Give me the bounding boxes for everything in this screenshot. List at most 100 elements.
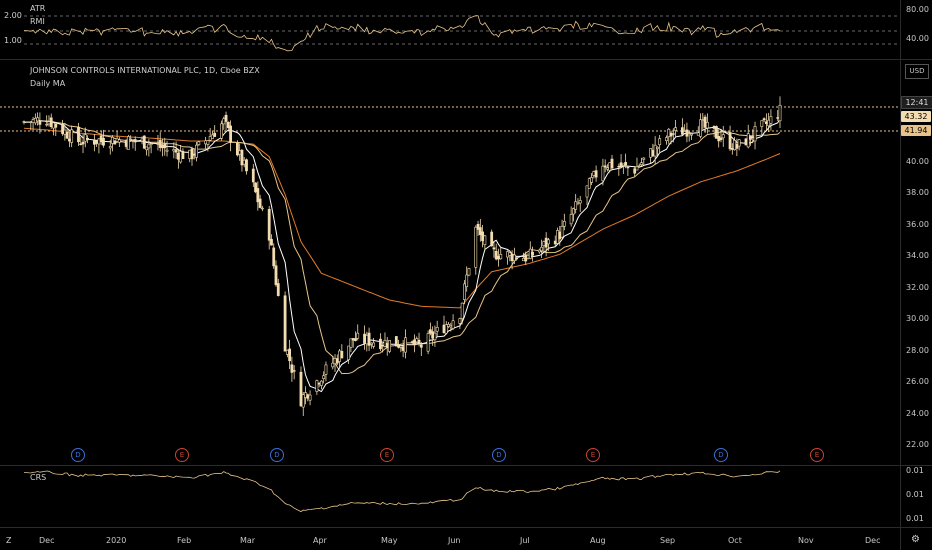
price-tick: 30.00 xyxy=(906,314,929,323)
candle-body xyxy=(744,138,748,146)
candle-body xyxy=(769,116,773,124)
candle-body xyxy=(92,140,96,145)
symbol-title[interactable]: JOHNSON CONTROLS INTERNATIONAL PLC, 1D, … xyxy=(30,66,260,75)
candle-body xyxy=(762,118,766,121)
candle-body xyxy=(260,207,264,210)
candle-body xyxy=(490,231,494,247)
earnings-event-icon[interactable]: E xyxy=(810,448,824,462)
candle-body xyxy=(340,351,344,359)
time-tick: Nov xyxy=(798,536,814,545)
candle-body xyxy=(267,208,271,241)
candle-body xyxy=(449,325,453,328)
dividend-event-icon[interactable]: D xyxy=(270,448,284,462)
crs-label: CRS xyxy=(30,473,47,482)
candle-body xyxy=(760,120,764,127)
candle-body xyxy=(481,231,484,242)
gear-icon[interactable]: ⚙ xyxy=(911,534,920,545)
dividend-event-icon[interactable]: D xyxy=(71,448,85,462)
candle-body xyxy=(410,341,414,343)
candle-body xyxy=(133,139,137,143)
earnings-event-icon[interactable]: E xyxy=(380,448,394,462)
time-tick: Mar xyxy=(240,536,256,545)
rmi-tick-high: 80.00 xyxy=(906,5,929,14)
candle-body xyxy=(737,139,741,147)
auto-scale-button[interactable]: Z xyxy=(6,536,12,545)
candle-body xyxy=(288,348,292,362)
candle-body xyxy=(649,148,652,158)
candle-body xyxy=(165,149,169,152)
dividend-event-icon[interactable]: D xyxy=(492,448,506,462)
candle-body xyxy=(603,165,607,168)
candle-body xyxy=(299,371,303,407)
candle-body xyxy=(113,140,117,145)
candle-body xyxy=(683,130,687,132)
candle-body xyxy=(621,163,625,166)
candle-body xyxy=(188,149,192,159)
candle-body xyxy=(685,129,689,137)
candle-body xyxy=(594,170,598,178)
candle-body xyxy=(192,154,196,156)
candle-body xyxy=(108,146,112,149)
candle-body xyxy=(197,141,201,145)
candle-body xyxy=(478,227,482,236)
price-tick: 24.00 xyxy=(906,409,929,418)
candle-body xyxy=(606,167,609,170)
candle-body xyxy=(751,136,755,139)
study-title[interactable]: Daily MA xyxy=(30,79,66,88)
candle-body xyxy=(29,121,33,124)
time-tick: 2020 xyxy=(106,536,127,545)
time-tick: Jul xyxy=(520,536,530,545)
candle-body xyxy=(354,338,357,341)
candle-body xyxy=(174,149,178,153)
candle-body xyxy=(574,201,578,210)
candle-body xyxy=(428,329,432,334)
earnings-event-icon[interactable]: E xyxy=(586,448,600,462)
candle-body xyxy=(476,223,480,230)
candle-body xyxy=(601,165,605,182)
candlesticks xyxy=(22,96,782,417)
earnings-event-icon[interactable]: E xyxy=(175,448,189,462)
candle-body xyxy=(524,254,528,262)
candle-body xyxy=(54,123,58,128)
candle-body xyxy=(195,144,198,158)
candle-body xyxy=(701,119,705,122)
candle-body xyxy=(753,125,757,142)
candle-body xyxy=(474,226,478,268)
candle-body xyxy=(47,121,51,125)
candle-body xyxy=(506,251,509,258)
candle-body xyxy=(417,339,421,344)
rmi-indicator-line xyxy=(23,15,781,52)
candle-body xyxy=(79,143,83,145)
candle-body xyxy=(721,134,725,139)
candle-body xyxy=(290,364,294,373)
candle-body xyxy=(576,201,580,204)
candle-body xyxy=(544,237,548,248)
dividend-event-icon[interactable]: D xyxy=(714,448,728,462)
candle-body xyxy=(592,171,596,176)
candle-body xyxy=(181,150,185,160)
candle-body xyxy=(696,132,700,136)
crs-line xyxy=(23,470,781,513)
candle-body xyxy=(304,392,307,398)
candle-body xyxy=(369,342,373,345)
candle-body xyxy=(385,343,389,348)
candle-body xyxy=(365,335,369,345)
candle-body xyxy=(161,145,164,149)
candle-body xyxy=(381,344,385,347)
candle-body xyxy=(115,138,119,142)
price-tick: 26.00 xyxy=(906,377,929,386)
candle-body xyxy=(522,258,525,262)
candle-body xyxy=(379,338,382,350)
candle-body xyxy=(665,137,668,142)
ma-fast-line xyxy=(23,118,781,393)
candle-body xyxy=(401,346,405,351)
candle-body xyxy=(640,162,643,165)
candle-body xyxy=(117,139,121,143)
candle-body xyxy=(238,150,242,155)
candle-body xyxy=(36,117,40,122)
currency-button[interactable]: USD xyxy=(905,64,929,79)
candle-body xyxy=(331,362,335,368)
candle-body xyxy=(460,302,464,319)
candle-body xyxy=(347,345,351,360)
